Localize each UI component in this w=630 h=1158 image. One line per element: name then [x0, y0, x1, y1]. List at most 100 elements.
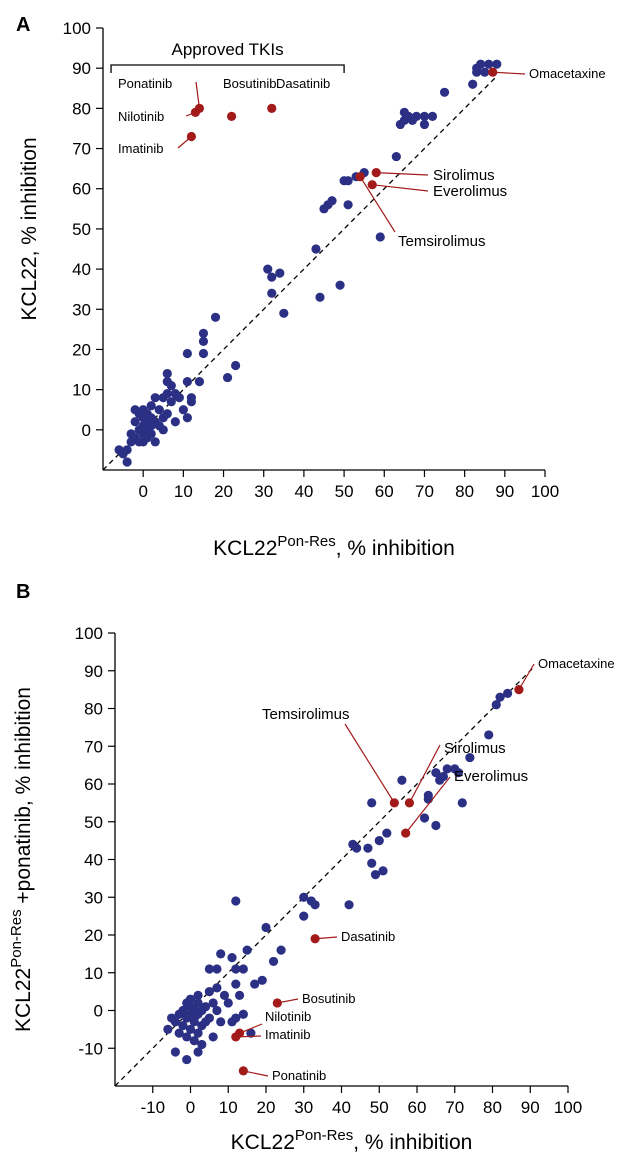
highlight-label-bosutinib: Bosutinib [302, 991, 355, 1006]
data-point [484, 59, 494, 69]
data-point [146, 401, 156, 411]
data-point [204, 1013, 214, 1023]
data-point [194, 377, 205, 387]
highlight-label-temsirolimus: Temsirolimus [262, 706, 350, 723]
y-tick-label: 30 [84, 888, 103, 907]
highlight-point-nilotinib [190, 107, 201, 117]
data-point [397, 775, 407, 785]
data-point [219, 990, 230, 1000]
data-point [193, 990, 203, 1000]
highlight-point-sirolimus [371, 168, 381, 178]
data-point [178, 1005, 188, 1016]
data-point [178, 1021, 188, 1031]
data-point [261, 922, 271, 933]
data-point [210, 312, 221, 322]
data-point [427, 111, 438, 121]
y-tick-label: 80 [72, 99, 91, 118]
data-point [382, 828, 392, 838]
highlight-point-temsirolimus [355, 172, 365, 182]
data-point [208, 998, 218, 1008]
data-point [212, 983, 222, 993]
data-point [419, 813, 430, 823]
approved-tkis-bracket [110, 64, 345, 73]
x-tick-label: 30 [294, 1098, 313, 1117]
y-axis-label: KCL22, % inhibition [18, 137, 41, 320]
data-point [197, 1039, 207, 1050]
approved-tkis-label: Approved TKIs [171, 40, 283, 59]
data-point [216, 1017, 226, 1027]
data-point [246, 1028, 256, 1038]
data-point [310, 900, 320, 910]
data-point [182, 413, 192, 423]
data-point [238, 1009, 248, 1019]
highlight-label-ponatinib: Ponatinib [272, 1068, 326, 1083]
data-point [182, 377, 192, 387]
data-point [299, 911, 309, 921]
data-point [465, 752, 475, 763]
x-tick-label: 0 [186, 1098, 195, 1117]
data-point [146, 429, 156, 439]
highlight-leader-line [376, 172, 429, 176]
data-point [439, 87, 450, 97]
data-point [231, 360, 241, 371]
data-point [231, 979, 241, 989]
data-point [327, 196, 337, 206]
data-point [411, 111, 422, 121]
y-tick-label: 20 [84, 926, 103, 945]
highlight-point-dasatinib [267, 103, 277, 113]
data-point [170, 1047, 180, 1057]
data-point [216, 949, 226, 959]
x-tick-label: 100 [554, 1098, 582, 1117]
data-point [438, 771, 449, 782]
data-point [344, 900, 354, 910]
data-point [162, 409, 172, 419]
highlight-point-temsirolimus [389, 798, 399, 808]
y-tick-label: 100 [63, 19, 91, 38]
y-tick-label: -10 [78, 1039, 103, 1058]
data-point [189, 1017, 199, 1027]
highlight-point-everolimus [401, 828, 411, 838]
x-tick-label: 30 [254, 482, 273, 501]
x-tick-label: 80 [455, 482, 474, 501]
data-point [162, 368, 172, 379]
data-point [442, 764, 452, 774]
data-point [204, 987, 214, 997]
highlight-label-dasatinib: Dasatinib [276, 76, 330, 91]
y-axis-label: KCL22Pon-Res +ponatinib, % inhibition [8, 687, 35, 1032]
data-point [198, 348, 209, 359]
data-point [484, 730, 494, 740]
y-tick-label: 40 [72, 260, 91, 279]
data-point [374, 836, 384, 846]
data-point [189, 1036, 199, 1046]
data-point [419, 111, 430, 121]
data-point [315, 292, 325, 302]
data-point [150, 393, 160, 403]
data-point [476, 59, 486, 69]
data-point [279, 308, 289, 318]
data-point [231, 964, 241, 974]
data-point [162, 389, 172, 399]
y-tick-label: 90 [84, 662, 103, 681]
data-point [472, 67, 482, 77]
data-point [170, 1017, 180, 1027]
data-point [130, 417, 140, 427]
x-tick-label: 60 [408, 1098, 427, 1117]
y-tick-label: 80 [84, 700, 103, 719]
highlight-point-imatinib [231, 1032, 241, 1042]
highlight-leader-line [492, 71, 526, 75]
data-point [423, 794, 433, 804]
y-tick-label: 0 [82, 421, 91, 440]
y-tick-label: 60 [72, 180, 91, 199]
x-axis-label: KCL22Pon-Res, % inhibition [213, 533, 455, 560]
y-tick-label: 0 [94, 1002, 103, 1021]
highlight-label-everolimus: Everolimus [454, 768, 528, 785]
y-tick-label: 40 [84, 851, 103, 870]
highlight-leader-line [408, 744, 441, 804]
data-point [276, 945, 286, 955]
data-point [242, 945, 252, 955]
data-point [186, 393, 196, 403]
data-point [257, 975, 267, 985]
data-point [378, 866, 388, 876]
data-point [363, 843, 373, 853]
highlight-label-omacetaxine: Omacetaxine [538, 656, 615, 671]
